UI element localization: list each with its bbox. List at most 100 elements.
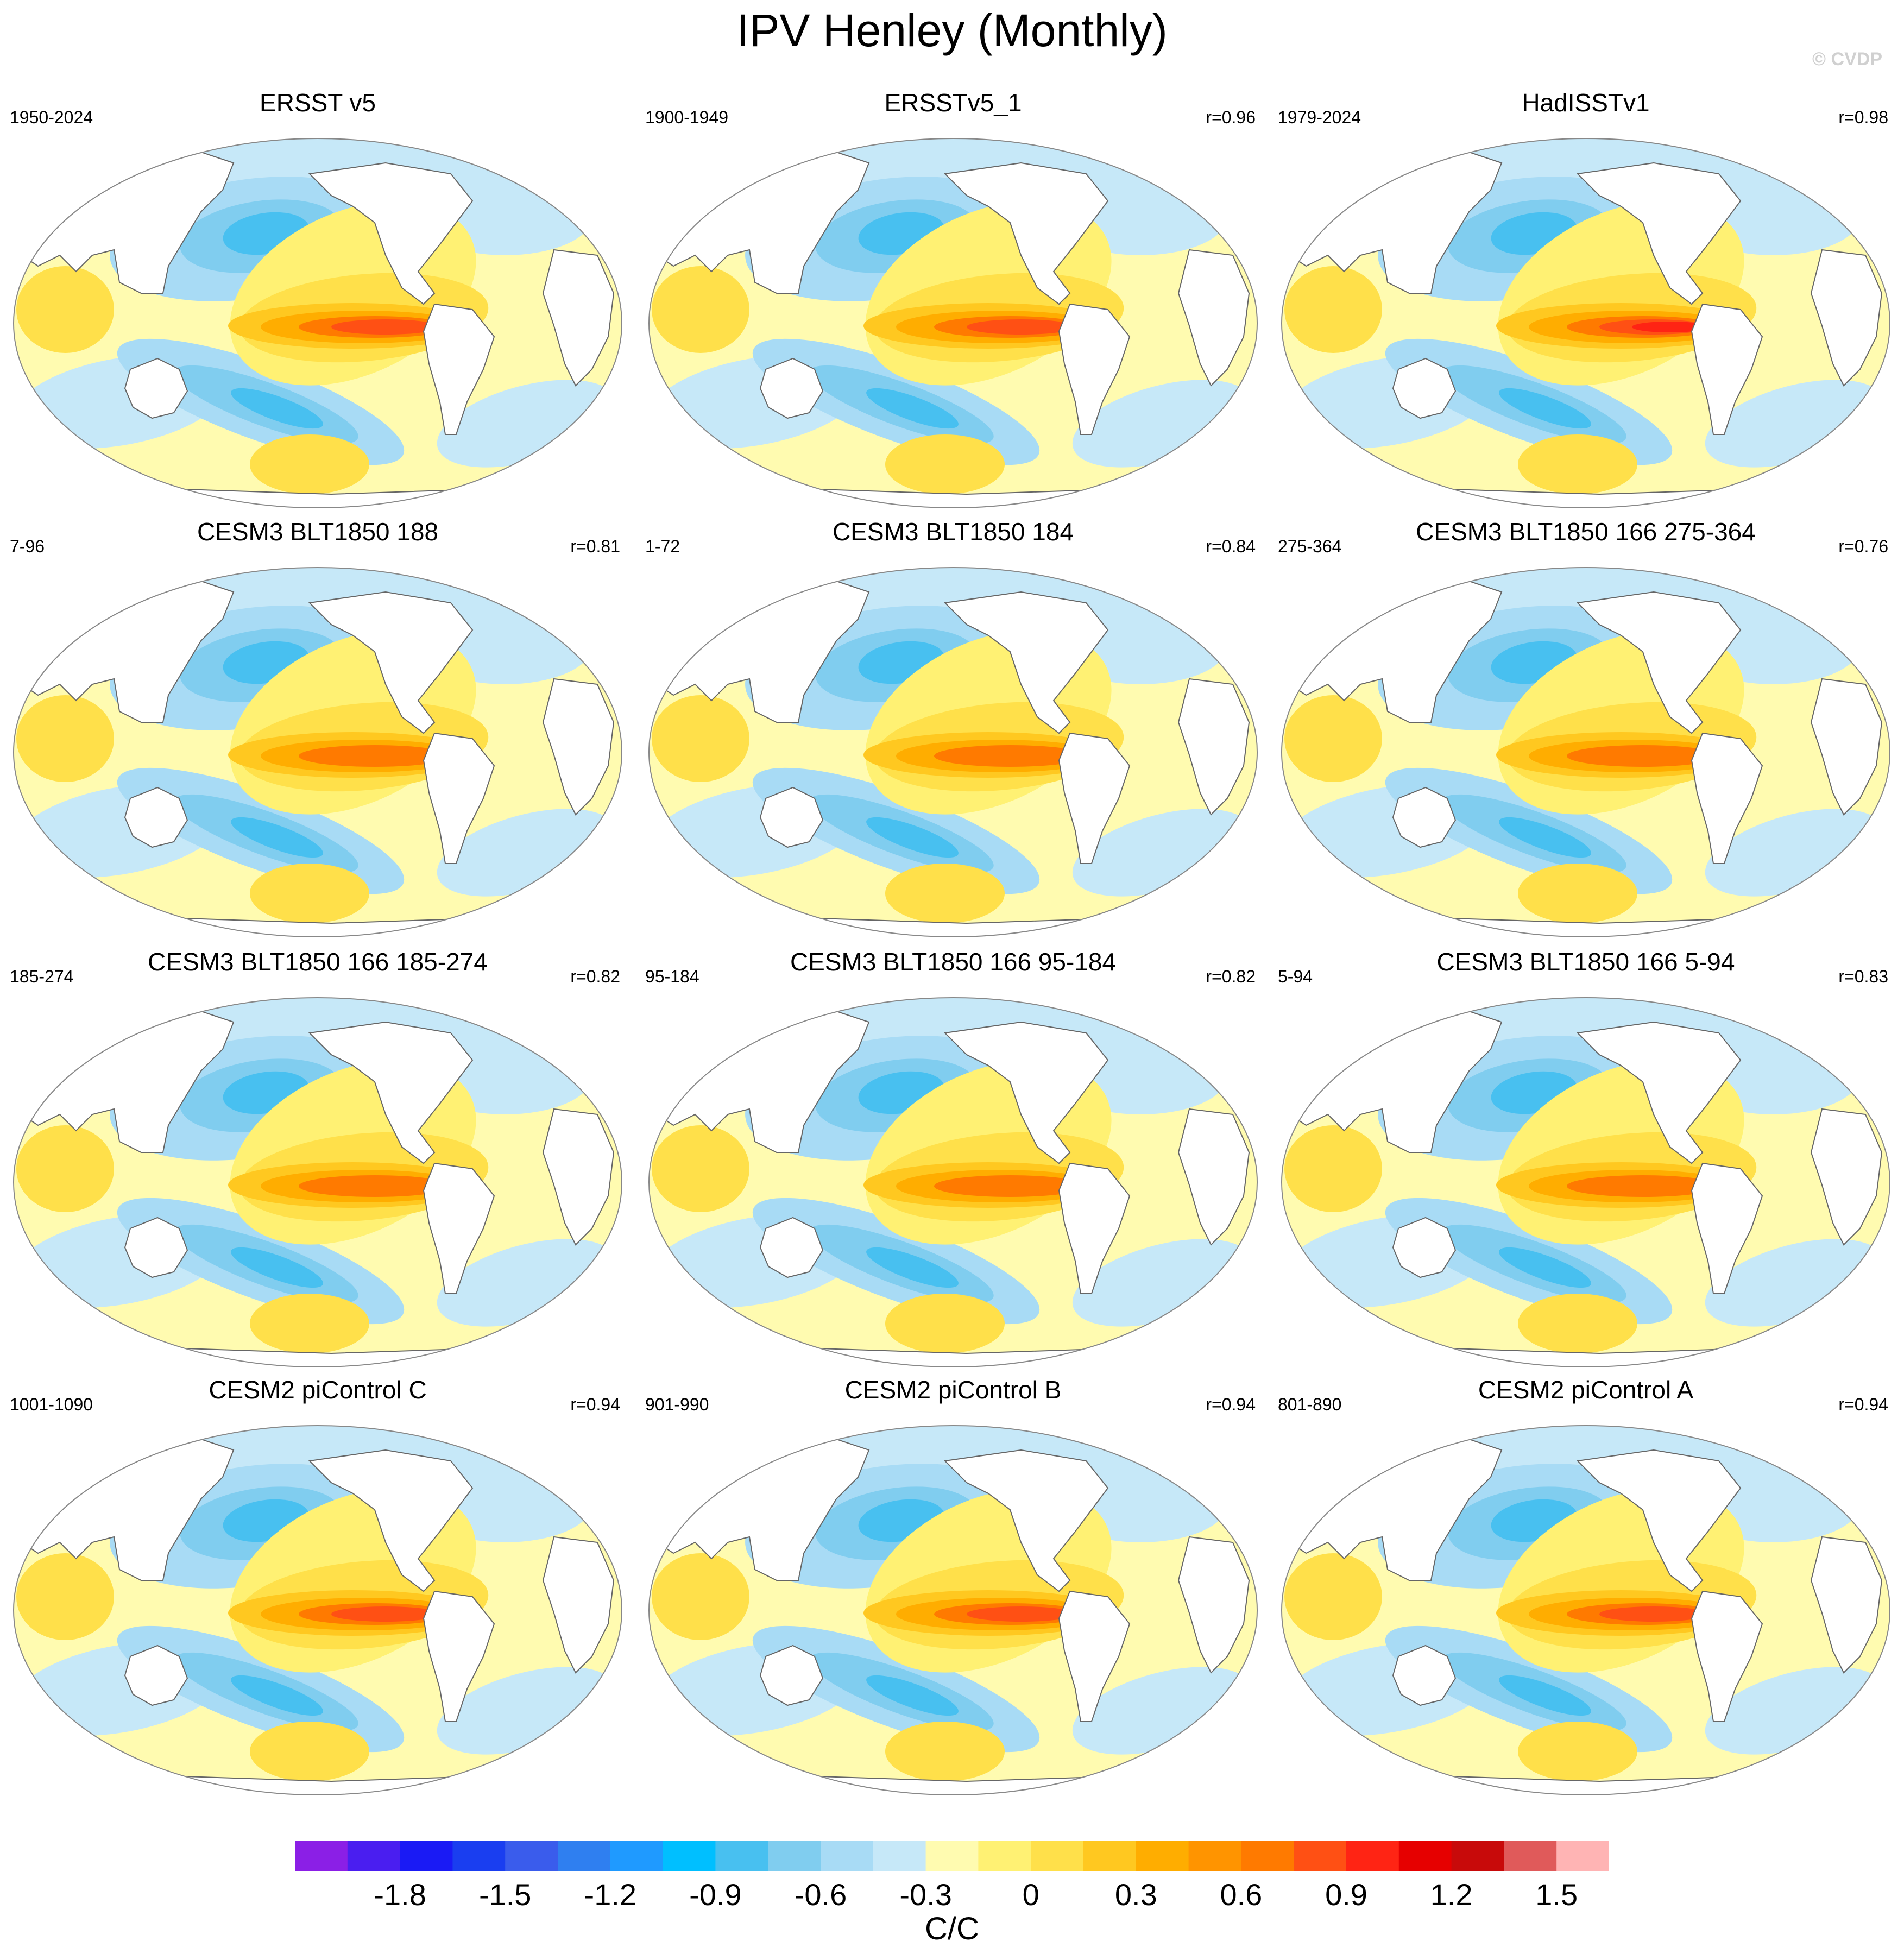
colorbar-swatch [715, 1841, 768, 1871]
south-pacific-warm [1518, 434, 1637, 494]
land-north-america [943, 591, 1109, 734]
land-south-america [1691, 732, 1763, 864]
land-australia [124, 1217, 188, 1278]
colorbar-swatch [558, 1841, 611, 1871]
land-north-america [1576, 162, 1742, 305]
land-north-america [308, 162, 474, 305]
colorbar-swatch [978, 1841, 1031, 1871]
land-north-america [308, 1021, 474, 1164]
globe-outline [1281, 997, 1890, 1367]
globe-map [648, 567, 1258, 937]
land-north-america [943, 1021, 1109, 1164]
colorbar-swatch [1504, 1841, 1557, 1871]
south-pacific-cool-center [866, 817, 959, 858]
map-panel: CESM2 piControl C 1001-1090 r=0.94 [5, 1376, 630, 1808]
south-pacific-cool-center [1499, 817, 1591, 858]
colorbar-swatch [1294, 1841, 1347, 1871]
land-australia [759, 1644, 824, 1706]
land-africa [1810, 1536, 1883, 1674]
panel-correlation: r=0.76 [1838, 537, 1888, 556]
land-australia [759, 1217, 824, 1278]
panel-correlation: r=0.81 [570, 537, 620, 556]
land-africa [1177, 678, 1250, 816]
panel-correlation: r=0.82 [1206, 967, 1256, 986]
colorbar-tick-label: -0.3 [899, 1877, 952, 1912]
colorbar-swatch [1031, 1841, 1084, 1871]
south-pacific-warm [250, 1294, 369, 1353]
south-pacific-warm [885, 864, 1005, 923]
south-pacific-warm [250, 1722, 369, 1781]
land-africa [1810, 249, 1883, 387]
colorbar-tick-label: -1.5 [479, 1877, 532, 1912]
colorbar-swatch [663, 1841, 716, 1871]
south-pacific-cool-center [866, 1247, 959, 1288]
colorbar-tick-label: 1.2 [1430, 1877, 1473, 1912]
south-pacific-cool-center [866, 388, 959, 429]
south-pacific-cool-center [1499, 1675, 1591, 1716]
panel-period: 95-184 [645, 967, 699, 986]
colorbar-swatch [1083, 1841, 1137, 1871]
land-australia [124, 1644, 188, 1706]
colorbar-swatch [925, 1841, 979, 1871]
south-pacific-cool-center [866, 1675, 959, 1716]
land-north-america [943, 162, 1109, 305]
globe-map [13, 138, 622, 508]
panel-title: ERSSTv5_1 [884, 89, 1022, 117]
land-north-america [308, 1449, 474, 1592]
colorbar-swatch [1556, 1841, 1609, 1871]
colorbar-tick-label: -0.9 [689, 1877, 742, 1912]
colorbar-tick-label: 1.5 [1535, 1877, 1578, 1912]
globe-map [648, 1425, 1258, 1795]
map-panel: CESM3 BLT1850 166 185-274 185-274 r=0.82 [5, 948, 630, 1381]
panel-period: 275-364 [1278, 537, 1342, 556]
panel-period: 801-890 [1278, 1395, 1342, 1414]
land-australia [1392, 786, 1457, 848]
land-africa [542, 249, 615, 387]
south-pacific-cool-center [231, 1247, 323, 1288]
land-north-america [1576, 1021, 1742, 1164]
equatorial-warm-center [1567, 1175, 1719, 1197]
panel-correlation: r=0.94 [1206, 1395, 1256, 1414]
land-south-america [1691, 303, 1763, 435]
globe-map [1281, 1425, 1890, 1795]
panel-correlation: r=0.82 [570, 967, 620, 986]
land-africa [1177, 1108, 1250, 1246]
panel-period: 1900-1949 [645, 108, 729, 127]
globe-map [1281, 138, 1890, 508]
equatorial-max [331, 1606, 440, 1622]
panel-title: CESM2 piControl B [844, 1376, 1062, 1404]
indian-ocean-warm [652, 1125, 749, 1212]
equatorial-warm-center [1567, 745, 1719, 767]
land-australia [1392, 1644, 1457, 1706]
south-pacific-cool-center [1499, 1247, 1591, 1288]
panel-period: 1001-1090 [10, 1395, 93, 1414]
equatorial-warm-center [934, 745, 1086, 767]
globe-outline [13, 138, 622, 508]
land-south-america [423, 1590, 495, 1722]
panel-period: 7-96 [10, 537, 45, 556]
globe-map [1281, 997, 1890, 1367]
colorbar-swatch [821, 1841, 874, 1871]
panel-correlation: r=0.83 [1838, 967, 1888, 986]
land-australia [124, 786, 188, 848]
land-australia [1392, 357, 1457, 419]
equatorial-max [1599, 1606, 1708, 1622]
land-south-america [423, 732, 495, 864]
equatorial-peak [1632, 322, 1708, 332]
colorbar-tick-label: -1.8 [374, 1877, 426, 1912]
panel-title: CESM3 BLT1850 166 275-364 [1416, 518, 1756, 546]
colorbar-swatch [400, 1841, 453, 1871]
colorbar-swatch [1346, 1841, 1399, 1871]
panel-correlation: r=0.94 [1838, 1395, 1888, 1414]
land-south-america [423, 1162, 495, 1294]
globe-map [648, 997, 1258, 1367]
south-pacific-warm [885, 1294, 1005, 1353]
land-australia [1392, 1217, 1457, 1278]
colorbar-swatch [768, 1841, 821, 1871]
south-pacific-cool-center [231, 1675, 323, 1716]
map-panel: ERSST v5 1950-2024 [5, 89, 630, 521]
indian-ocean-warm [652, 1553, 749, 1640]
indian-ocean-warm [16, 1125, 114, 1212]
map-panel: CESM3 BLT1850 188 7-96 r=0.81 [5, 518, 630, 950]
globe-map [13, 567, 622, 937]
